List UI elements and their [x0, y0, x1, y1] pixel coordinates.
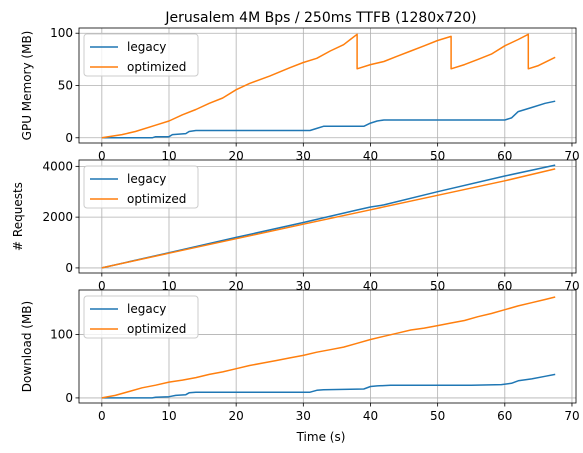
series-line-legacy [101, 164, 556, 269]
y-axis-label: # Requests [11, 182, 25, 251]
y-tick-label: 2000 [42, 210, 73, 224]
legend-box [83, 33, 199, 77]
legend-label-legacy: legacy [127, 302, 166, 316]
x-tick-label: 20 [229, 409, 244, 423]
series-line-optimized [101, 33, 556, 139]
x-tick-label: 50 [430, 409, 445, 423]
legend-label-optimized: optimized [127, 322, 186, 336]
x-tick-label: 70 [564, 279, 579, 293]
legend: legacy optimized [83, 295, 199, 339]
plot-frame [78, 289, 577, 404]
chart-panel-2: 0 10 20 30 40 50 60 70 0 2000 4000 # Requests legacy… [11, 159, 580, 293]
y-axis-label: GPU Memory (MB) [20, 31, 34, 141]
y-tick-label: 4000 [42, 159, 73, 173]
x-tick-label: 0 [98, 409, 106, 423]
legend: legacy optimized [83, 165, 199, 209]
series-line-legacy [101, 373, 556, 399]
legend-label-optimized: optimized [127, 192, 186, 206]
x-tick-label: 60 [497, 409, 512, 423]
x-tick-label: 50 [430, 149, 445, 163]
legend-label-legacy: legacy [127, 172, 166, 186]
series-line-legacy [101, 100, 556, 139]
x-tick-label: 70 [564, 409, 579, 423]
y-tick-label: 100 [50, 327, 73, 341]
x-tick-label: 40 [363, 149, 378, 163]
chart-panel-3: 0 10 20 30 40 50 60 70 0 100 Download (MB) legacy op… [20, 289, 580, 423]
series-line-optimized [101, 168, 556, 269]
series-line-optimized [101, 296, 556, 399]
chart-title: Jerusalem 4M Bps / 250ms TTFB (1280x720) [164, 10, 476, 26]
x-tick-label: 60 [497, 279, 512, 293]
x-tick-label: 60 [497, 149, 512, 163]
x-tick-label: 30 [296, 149, 311, 163]
y-tick-label: 0 [65, 391, 73, 405]
x-axis-label: Time (s) [296, 430, 346, 444]
y-tick-label: 100 [50, 26, 73, 40]
legend: legacy optimized [83, 33, 199, 77]
x-tick-label: 0 [98, 149, 106, 163]
y-tick-label: 0 [65, 261, 73, 275]
chart-panel-1: 0 10 20 30 40 50 60 70 0 50 100 GPU Memory (MB) lega… [20, 26, 580, 163]
legend-box [83, 165, 199, 209]
x-tick-label: 20 [229, 149, 244, 163]
y-axis-label: Download (MB) [20, 301, 34, 392]
plot-frame [78, 159, 577, 274]
x-tick-label: 50 [430, 279, 445, 293]
x-tick-label: 0 [98, 279, 106, 293]
x-tick-label: 20 [229, 279, 244, 293]
x-tick-label: 10 [161, 149, 176, 163]
legend-label-optimized: optimized [127, 60, 186, 74]
legend-label-legacy: legacy [127, 40, 166, 54]
x-tick-label: 10 [161, 409, 176, 423]
y-tick-label: 0 [65, 131, 73, 145]
x-tick-label: 30 [296, 279, 311, 293]
y-tick-label: 50 [58, 79, 73, 93]
x-tick-label: 40 [363, 409, 378, 423]
x-tick-label: 10 [161, 279, 176, 293]
x-tick-label: 40 [363, 279, 378, 293]
x-tick-label: 70 [564, 149, 579, 163]
legend-box [83, 295, 199, 339]
x-tick-label: 30 [296, 409, 311, 423]
